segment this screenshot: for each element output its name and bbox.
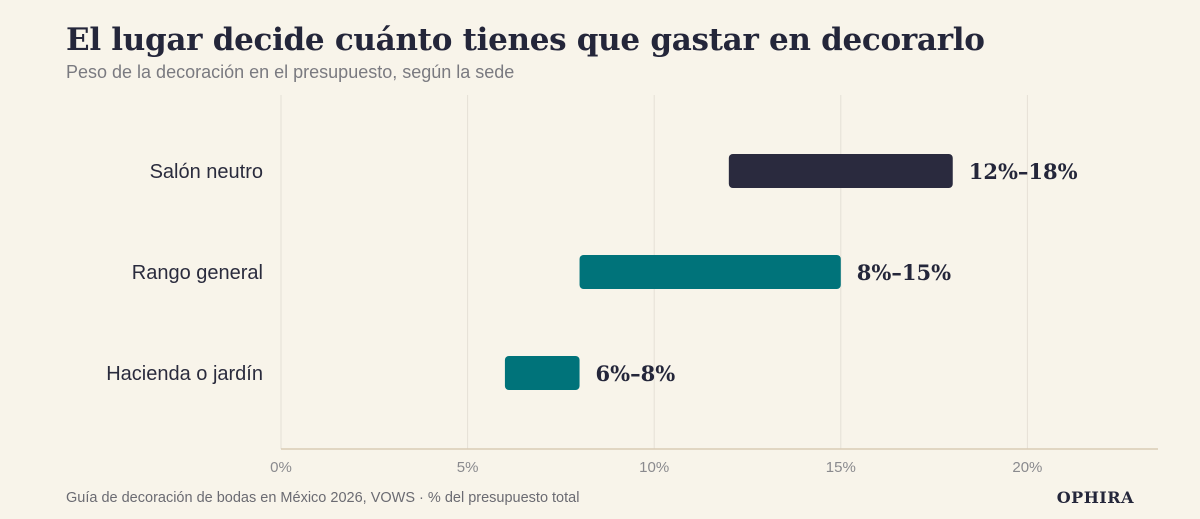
x-tick-label: 15% [826, 459, 856, 476]
chart-subtitle: Peso de la decoración en el presupuesto,… [66, 62, 515, 82]
data-label: 6%–8% [596, 361, 676, 386]
x-tick-label: 5% [457, 459, 479, 476]
x-tick-label: 10% [639, 459, 669, 476]
x-tick-label: 20% [1012, 459, 1042, 476]
brand-logo: OPHIRA [1056, 488, 1134, 507]
category-label: Rango general [132, 262, 263, 284]
range-bar [728, 154, 953, 188]
source-note: Guía de decoración de bodas en México 20… [66, 490, 580, 506]
chart-title: El lugar decide cuánto tienes que gastar… [66, 22, 985, 58]
x-tick-label: 0% [270, 459, 292, 476]
bars [504, 154, 953, 390]
data-label: 8%–15% [857, 260, 951, 285]
labels: Salón neutro 12%–18% Rango general 8%–15% Ha… [106, 159, 1077, 386]
category-label: Hacienda o jardín [106, 363, 263, 385]
data-label: 12%–18% [969, 159, 1078, 184]
range-bar [579, 255, 841, 289]
category-label: Salón neutro [150, 161, 263, 183]
range-bar [504, 356, 580, 390]
x-axis: 0% 5% 10% 15% 20% [270, 448, 1158, 476]
